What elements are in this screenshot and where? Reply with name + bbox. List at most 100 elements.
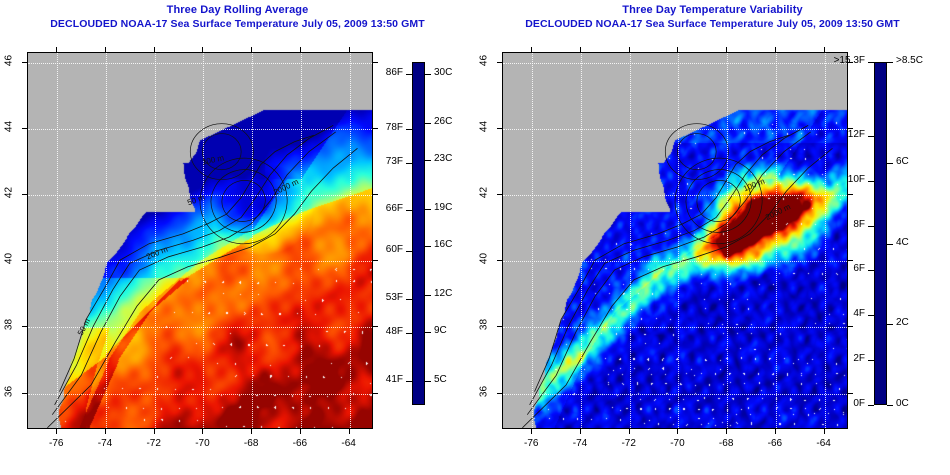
y-axis-tick-right (848, 326, 853, 328)
colorbar-tick-celsius (425, 160, 431, 161)
colorbar-tick-celsius (425, 380, 431, 382)
x-axis-tick (531, 429, 533, 434)
x-axis-label: -74 (97, 438, 113, 449)
colorbar-label-fahrenheit: 0F (853, 398, 865, 409)
y-axis-label: 36 (478, 385, 490, 397)
y-axis-tick (22, 326, 27, 328)
y-axis-label: 44 (3, 120, 15, 133)
colorbar-tick-celsius (425, 245, 431, 247)
colorbar-label-celsius: 5C (434, 373, 447, 385)
colorbar-tick-fahrenheit (868, 62, 874, 63)
y-axis-label: 46 (478, 54, 490, 66)
colorbar-label-fahrenheit: 10F (847, 173, 865, 185)
colorbar-tick-celsius (425, 331, 431, 333)
x-axis-tick (153, 429, 155, 434)
y-axis-tick (497, 260, 502, 262)
colorbar-tick-fahrenheit (406, 128, 412, 130)
x-axis-tick-top (677, 47, 679, 52)
y-axis-tick (22, 61, 27, 63)
colorbar-label-celsius: 4C (896, 236, 909, 248)
colorbar-label-fahrenheit: 6F (853, 263, 865, 275)
y-axis-tick-right (848, 392, 853, 394)
x-axis-label: -72 (621, 438, 636, 449)
colorbar-tick-celsius (425, 209, 431, 210)
x-axis-label: -66 (292, 438, 308, 449)
y-axis-tick-right (373, 326, 378, 328)
colorbar-label-fahrenheit: 66F (385, 203, 403, 215)
x-axis-label: -66 (767, 438, 783, 449)
colorbar-label-celsius: 19C (434, 202, 453, 213)
x-axis-tick (677, 429, 679, 434)
colorbar-label-fahrenheit: >15.3F (833, 55, 865, 66)
x-axis-label: -76 (524, 438, 539, 449)
x-axis-tick (56, 429, 58, 434)
y-axis-label: 42 (3, 187, 15, 199)
y-axis-tick-right (848, 194, 853, 196)
x-axis-tick-top (628, 47, 630, 52)
x-axis-tick (202, 429, 204, 434)
colorbar-tick-fahrenheit (868, 315, 874, 317)
y-axis-label: 40 (478, 253, 490, 265)
x-axis-tick (628, 429, 630, 434)
x-axis-tick (579, 429, 581, 434)
colorbar-label-fahrenheit: 78F (385, 121, 403, 133)
y-axis-tick-right (373, 61, 378, 63)
x-axis-label: -64 (341, 438, 356, 449)
x-axis-tick (348, 429, 350, 434)
left-panel-title: Three Day Rolling Average (166, 4, 309, 16)
y-axis-tick (22, 392, 27, 394)
right-panel-subtitle: DECLOUDED NOAA-17 Sea Surface Temperatur… (525, 18, 900, 30)
y-axis-tick (497, 392, 502, 394)
colorbar-label-celsius: 26C (434, 116, 453, 128)
y-axis-tick (22, 128, 27, 130)
y-axis-tick-right (373, 260, 378, 262)
colorbar-label-celsius: 16C (434, 238, 453, 250)
x-axis-label: -64 (816, 438, 831, 449)
y-axis-tick (497, 61, 502, 63)
colorbar-label-celsius: 0C (896, 398, 909, 409)
x-axis-tick-top (823, 47, 825, 52)
sst-field (28, 53, 372, 428)
colorbar-label-fahrenheit: 48F (385, 325, 403, 337)
x-axis-label: -72 (146, 438, 161, 449)
colorbar-label-fahrenheit: 41F (385, 373, 403, 385)
x-axis-tick (299, 429, 301, 434)
x-axis-tick-top (726, 47, 728, 52)
colorbar-tick-celsius (887, 243, 893, 245)
right-panel-title: Three Day Temperature Variability (622, 4, 803, 16)
colorbar-label-celsius: 30C (434, 67, 453, 79)
colorbar-tick-fahrenheit (406, 74, 412, 76)
colorbar-variability (874, 62, 887, 405)
y-axis-tick-right (373, 128, 378, 130)
colorbar-tick-fahrenheit (868, 405, 874, 406)
panel-sst-variability: Three Day Temperature Variability DECLOU… (475, 0, 950, 475)
y-axis-tick-right (848, 61, 853, 63)
colorbar-label-fahrenheit: 53F (385, 291, 403, 303)
colorbar-tick-fahrenheit (406, 380, 412, 382)
map-sst-variability[interactable]: 100 m 2000 m (502, 52, 848, 429)
colorbar-label-celsius: 2C (896, 317, 909, 329)
colorbar-label-celsius: 23C (434, 153, 453, 164)
colorbar-label-fahrenheit: 12F (847, 128, 865, 140)
x-axis-label: -76 (49, 438, 64, 449)
x-axis-label: -70 (195, 438, 210, 449)
y-axis-tick (497, 194, 502, 196)
colorbar-label-fahrenheit: 86F (385, 67, 403, 79)
map-sst-average[interactable]: 100 m 50 m 50 m 200 m 2000 m (27, 52, 373, 429)
colorbar-tick-celsius (425, 74, 431, 76)
colorbar-tick-celsius (425, 294, 431, 296)
x-axis-tick-top (579, 47, 581, 52)
x-axis-tick-top (104, 47, 106, 52)
y-axis-label: 42 (478, 187, 490, 199)
colorbar-tick-fahrenheit (868, 135, 874, 137)
x-axis-label: -70 (670, 438, 685, 449)
colorbar-tick-fahrenheit (868, 225, 874, 227)
y-axis-tick (22, 260, 27, 262)
x-axis-tick-top (774, 47, 776, 52)
y-axis-tick-right (373, 194, 378, 196)
colorbar-tick-fahrenheit (406, 298, 412, 300)
colorbar-tick-celsius (887, 162, 893, 164)
right-panel-titles: Three Day Temperature Variability DECLOU… (475, 3, 950, 31)
x-axis-tick (726, 429, 728, 434)
colorbar-label-fahrenheit: 2F (853, 353, 865, 365)
